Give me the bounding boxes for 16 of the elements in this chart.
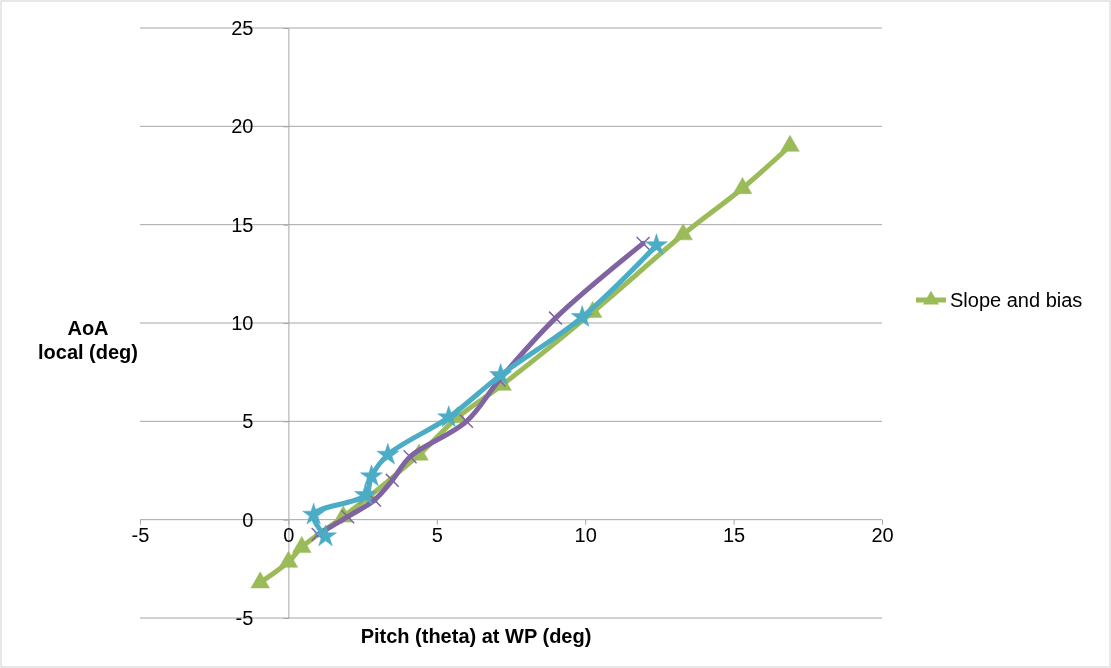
x-tick-label: 0 bbox=[283, 523, 295, 546]
y-tick-label: 20 bbox=[231, 115, 254, 138]
y-tick-label: 15 bbox=[231, 213, 254, 236]
y-tick-label: 10 bbox=[231, 311, 254, 334]
y-tick-label: -5 bbox=[235, 606, 254, 629]
y-tick-label: 25 bbox=[231, 16, 254, 39]
x-tick-label: 20 bbox=[871, 523, 894, 546]
x-tick-label: 15 bbox=[722, 523, 746, 546]
x-tick-label: -5 bbox=[131, 523, 150, 546]
y-axis-title: AoA local (deg) bbox=[37, 317, 139, 363]
x-tick-label: 5 bbox=[431, 523, 443, 546]
y-tick-label: 5 bbox=[242, 410, 254, 433]
y-tick-label: 0 bbox=[242, 508, 254, 531]
legend-label: Slope and bias bbox=[950, 289, 1083, 311]
x-tick-label: 10 bbox=[574, 523, 597, 546]
x-axis-title: Pitch (theta) at WP (deg) bbox=[360, 625, 592, 647]
